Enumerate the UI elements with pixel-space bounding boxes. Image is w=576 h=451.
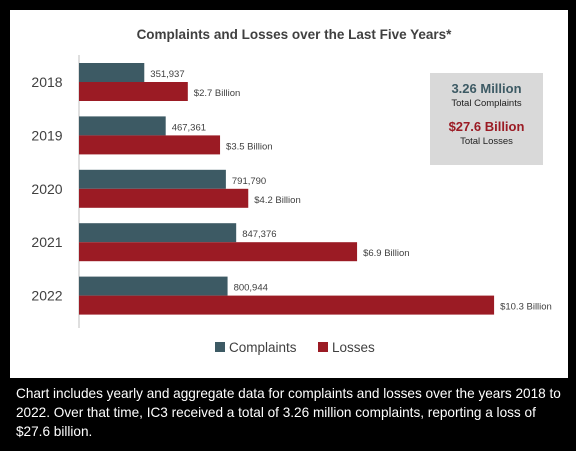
total-losses-value: $27.6 Billion: [448, 119, 525, 134]
losses-data-label: $4.2 Billion: [254, 195, 300, 206]
losses-bar: [79, 295, 495, 315]
category-label: 2020: [31, 181, 62, 197]
losses-data-label: $10.3 Billion: [500, 302, 552, 313]
complaints-data-label: 467,361: [172, 122, 206, 133]
losses-bar: [79, 242, 358, 262]
category-label: 2018: [31, 74, 62, 90]
total-losses-label: Total Losses: [460, 136, 513, 147]
losses-bar: [79, 82, 188, 101]
losses-data-label: $2.7 Billion: [194, 88, 240, 99]
complaints-data-label: 351,937: [150, 69, 184, 80]
complaints-data-label: 791,790: [232, 176, 266, 187]
complaints-bar: [79, 223, 237, 243]
legend-swatch: [318, 342, 328, 352]
legend-label: Losses: [332, 340, 375, 355]
complaints-bar: [79, 276, 228, 296]
total-complaints-value: 3.26 Million: [451, 81, 522, 96]
legend-swatch: [215, 342, 225, 352]
total-complaints-label: Total Complaints: [451, 98, 522, 109]
complaints-bar: [79, 116, 166, 136]
losses-bar: [79, 135, 221, 155]
complaints-bar: [79, 169, 226, 189]
chart-caption: Chart includes yearly and aggregate data…: [16, 386, 561, 439]
complaints-data-label: 800,944: [234, 283, 268, 294]
losses-data-label: $3.5 Billion: [226, 141, 272, 152]
chart-card: Complaints and Losses over the Last Five…: [10, 10, 568, 378]
losses-data-label: $6.9 Billion: [363, 248, 409, 259]
category-label: 2021: [31, 234, 62, 250]
bar-chart: Complaints and Losses over the Last Five…: [31, 27, 552, 355]
complaints-bar: [79, 63, 145, 82]
chart-title: Complaints and Losses over the Last Five…: [137, 27, 453, 42]
summary-box: 3.26 Million Total Complaints $27.6 Bill…: [430, 73, 543, 165]
losses-bar: [79, 188, 249, 208]
complaints-data-label: 847,376: [242, 229, 276, 240]
legend-label: Complaints: [229, 340, 297, 355]
category-label: 2022: [31, 288, 62, 304]
category-label: 2019: [31, 127, 62, 143]
